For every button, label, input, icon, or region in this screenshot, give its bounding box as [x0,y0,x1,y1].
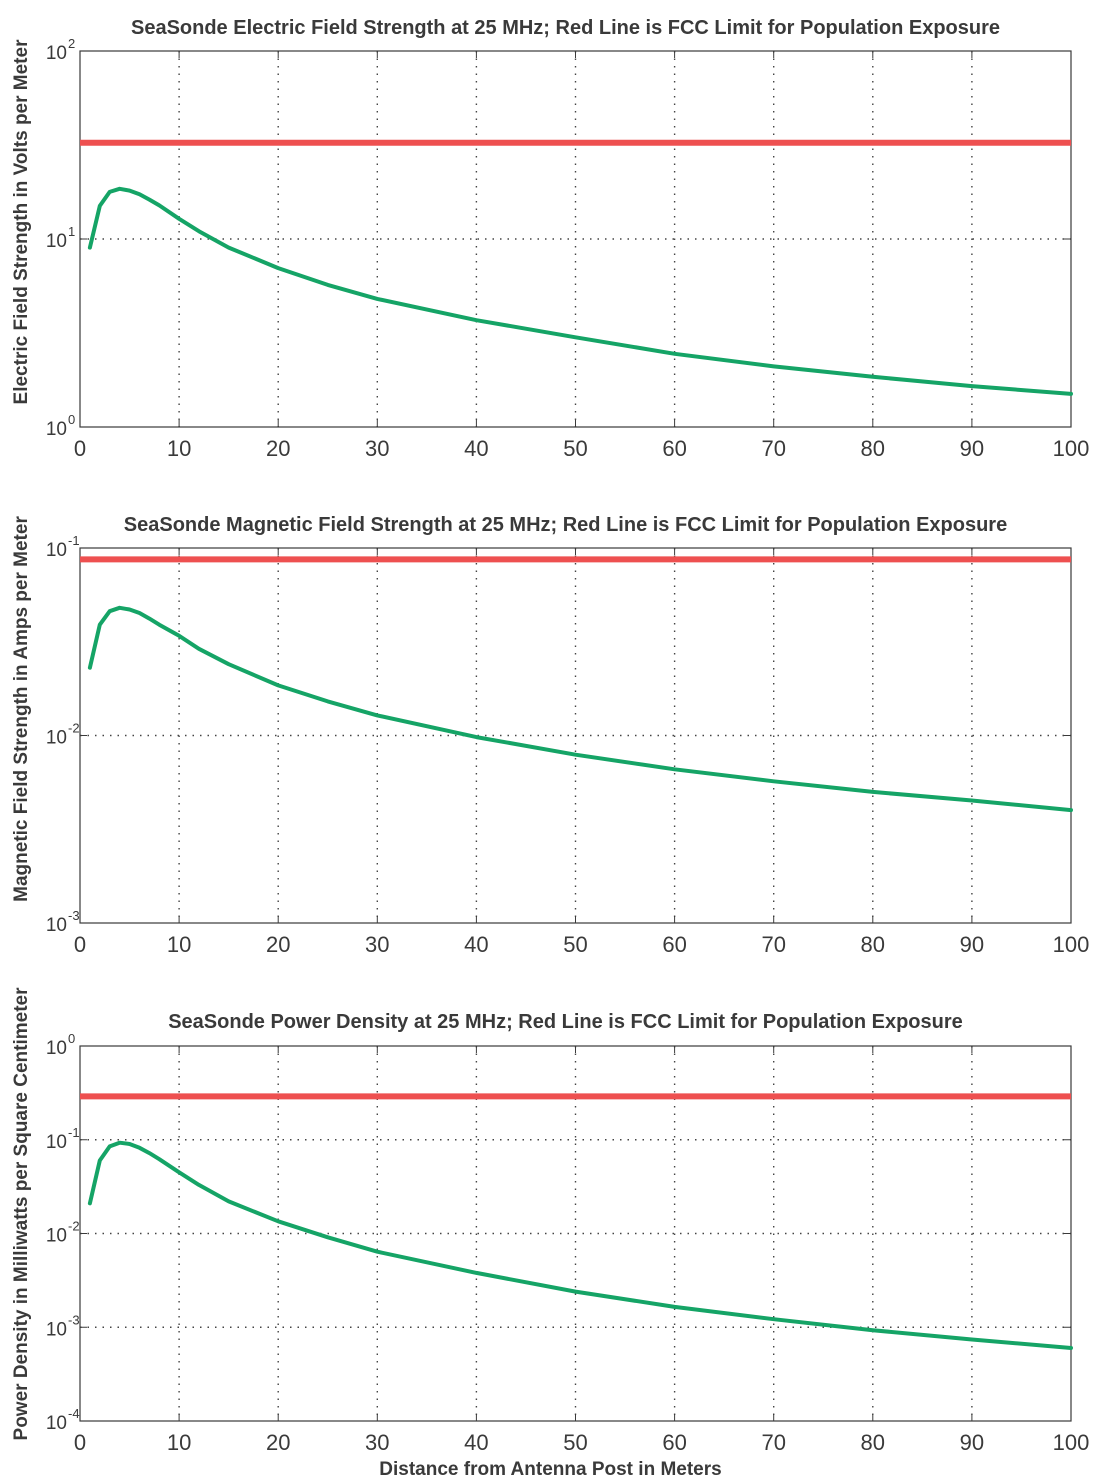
x-tick-label: 40 [464,1430,488,1455]
y-tick-label-exponent: -3 [68,908,80,923]
chart-panel-1: SeaSonde Electric Field Strength at 25 M… [11,17,1089,461]
x-tick-label: 100 [1053,1430,1090,1455]
y-tick-label-base: 10 [46,43,67,64]
y-tick-label-exponent: -2 [68,1219,80,1234]
y-tick-label-base: 10 [46,231,67,252]
y-tick-label-exponent: -2 [68,721,80,736]
x-tick-label: 100 [1053,932,1090,957]
x-tick-label: 10 [167,436,191,461]
y-tick-label-base: 10 [46,1132,67,1153]
x-tick-label: 90 [960,436,984,461]
chart-title: SeaSonde Electric Field Strength at 25 M… [131,17,1000,39]
y-tick-label-base: 10 [46,728,67,749]
x-tick-label: 60 [662,932,686,957]
x-tick-label: 10 [167,932,191,957]
y-axis-label: Magnetic Field Strength in Amps per Mete… [11,516,32,902]
chart-title: SeaSonde Magnetic Field Strength at 25 M… [124,514,1007,536]
x-tick-label: 40 [464,932,488,957]
field-strength-curve [87,186,1073,396]
x-tick-label: 80 [861,436,885,461]
y-tick-label-exponent: 0 [68,1031,75,1046]
y-tick-label-exponent: -1 [68,533,80,548]
x-tick-label: 70 [761,1430,785,1455]
y-tick-label-exponent: 2 [68,36,75,51]
y-tick-label-exponent: 1 [68,224,75,239]
x-tick-label: 40 [464,436,488,461]
y-tick-label-base: 10 [46,1319,67,1340]
y-axis-label: Power Density in Milliwatts per Square C… [11,987,32,1441]
chart-panel-3: SeaSonde Power Density at 25 MHz; Red Li… [11,987,1089,1480]
x-tick-label: 100 [1053,436,1090,461]
y-tick-label-exponent: -3 [68,1312,80,1327]
x-tick-label: 60 [662,436,686,461]
x-tick-label: 80 [861,1430,885,1455]
x-tick-label: 20 [266,436,290,461]
x-tick-label: 20 [266,1430,290,1455]
y-tick-label-base: 10 [46,1038,67,1059]
x-tick-label: 0 [74,932,86,957]
y-tick-label-exponent: -1 [68,1125,80,1140]
y-tick-label-base: 10 [46,419,67,440]
field-strength-curve [87,605,1073,813]
chart-panel-2: SeaSonde Magnetic Field Strength at 25 M… [11,514,1089,957]
x-tick-label: 70 [761,932,785,957]
x-tick-label: 80 [861,932,885,957]
x-tick-label: 50 [563,1430,587,1455]
x-tick-label: 60 [662,1430,686,1455]
x-tick-label: 50 [563,932,587,957]
x-tick-label: 20 [266,932,290,957]
x-tick-label: 50 [563,436,587,461]
chart-title: SeaSonde Power Density at 25 MHz; Red Li… [168,1011,963,1033]
x-tick-label: 30 [365,932,389,957]
x-tick-label: 90 [960,932,984,957]
x-tick-label: 10 [167,1430,191,1455]
x-axis-label: Distance from Antenna Post in Meters [379,1459,721,1480]
x-tick-label: 30 [365,436,389,461]
y-tick-label-base: 10 [46,1226,67,1247]
y-tick-label-exponent: 0 [68,412,75,427]
x-tick-label: 70 [761,436,785,461]
x-tick-label: 0 [74,1430,86,1455]
x-tick-label: 30 [365,1430,389,1455]
x-tick-label: 0 [74,436,86,461]
y-axis-label: Electric Field Strength in Volts per Met… [11,39,32,405]
field-strength-curve [87,1140,1073,1350]
y-tick-label-base: 10 [46,540,67,561]
y-tick-label-base: 10 [46,915,67,936]
x-tick-label: 90 [960,1430,984,1455]
y-tick-label-base: 10 [46,1413,67,1434]
y-tick-label-exponent: -4 [68,1406,80,1421]
